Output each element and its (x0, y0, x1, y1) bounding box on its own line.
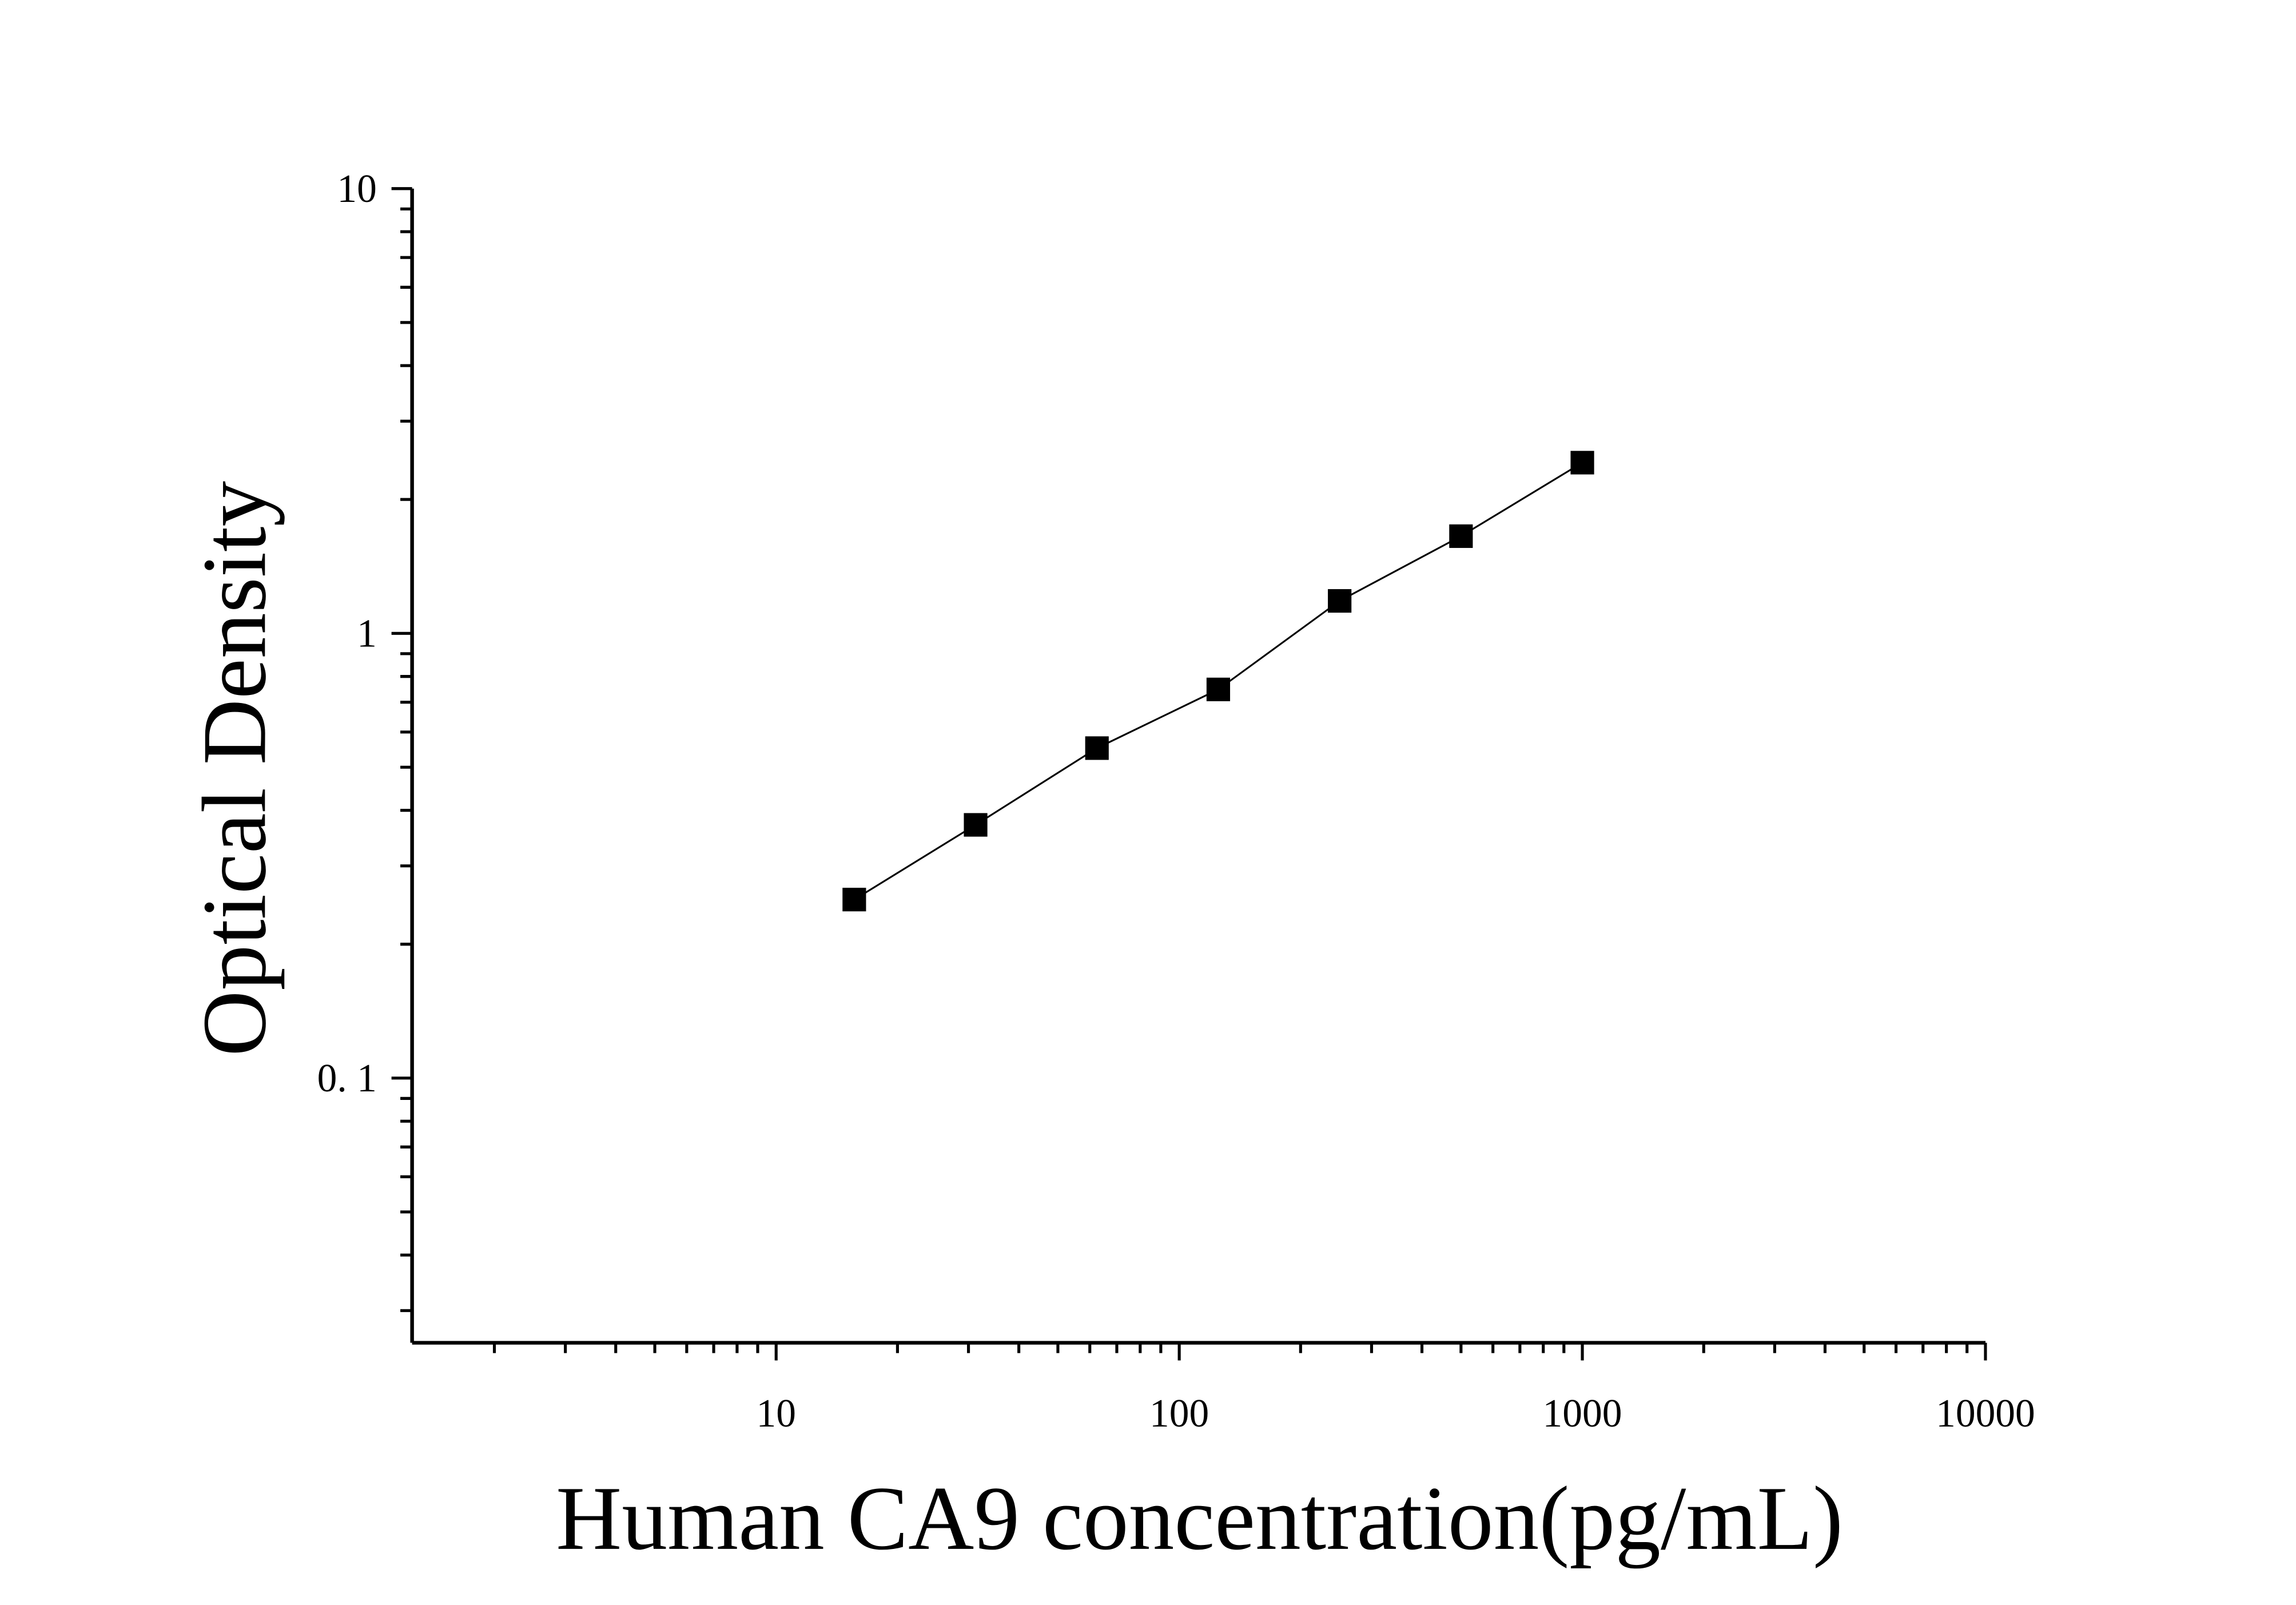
fit-line-segment (1217, 600, 1340, 690)
ticks: 10 100 1000 10000 0. 1 1 10 (317, 167, 2035, 1436)
x-tick-label: 10 (756, 1392, 795, 1436)
data-point (964, 813, 988, 837)
x-tick-label: 1000 (1543, 1392, 1622, 1436)
y-axis-label: Optical Density (184, 481, 285, 1056)
fit-line-segment (1461, 462, 1583, 537)
x-tick-label: 100 (1149, 1392, 1209, 1436)
data-point (842, 888, 866, 912)
fit-line-segment (975, 747, 1098, 826)
y-tick-label: 1 (357, 611, 377, 655)
y-tick-label: 0. 1 (317, 1056, 377, 1101)
fit-line-segment (1339, 535, 1462, 602)
x-tick-label: 10000 (1936, 1392, 2035, 1436)
x-axis-label: Human CA9 concentration(pg/mL) (556, 1468, 1843, 1569)
fit-line-segment (854, 824, 976, 901)
data-point (1570, 451, 1594, 475)
fit-line (854, 462, 1583, 901)
data-point (1085, 736, 1109, 760)
y-tick-label: 10 (337, 167, 376, 211)
fit-line-segment (1096, 688, 1219, 749)
data-point (1449, 524, 1473, 548)
data-point (1328, 589, 1352, 613)
data-point (1206, 677, 1231, 701)
axes (410, 188, 1985, 1345)
data-points (842, 451, 1594, 912)
